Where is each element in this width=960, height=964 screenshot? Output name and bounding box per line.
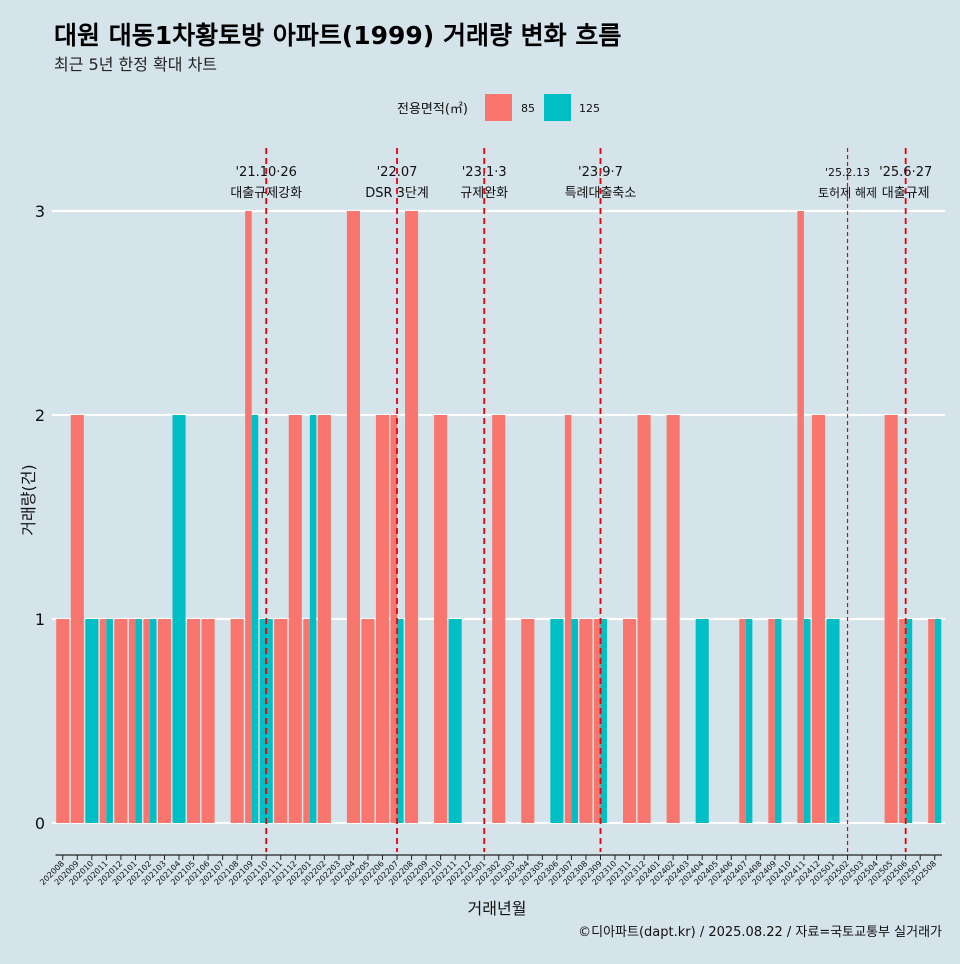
bar-125 (695, 619, 709, 823)
event-date: '22.07 (377, 165, 418, 180)
bar-85 (739, 619, 746, 823)
bar-85 (70, 415, 84, 823)
bar-85 (637, 415, 651, 823)
event-label: 규제완화 (460, 186, 508, 201)
bar-125 (550, 619, 564, 823)
event-label: 토허제 해제 (818, 186, 877, 200)
bar-85 (492, 415, 506, 823)
bar-85 (579, 619, 593, 823)
bar-85 (187, 619, 201, 823)
y-tick-label: 3 (35, 202, 45, 221)
y-tick-label: 2 (35, 406, 45, 425)
bar-85 (884, 415, 898, 823)
x-axis: 2020082020092020102020112020122021012021… (38, 854, 942, 887)
bar-85 (564, 415, 572, 823)
y-tick-label: 0 (35, 814, 45, 833)
bar-85 (99, 619, 107, 823)
bar-85 (666, 415, 680, 823)
bar-85 (288, 415, 302, 823)
bar-125 (172, 415, 186, 823)
bar-85 (361, 619, 375, 823)
legend-swatch-85 (485, 94, 512, 121)
bar-125 (397, 619, 404, 823)
bar-85 (157, 619, 172, 823)
bar-85 (230, 619, 244, 823)
bar-85 (521, 619, 535, 823)
event-date: '23.9·7 (578, 165, 623, 180)
event-label: 특례대출축소 (565, 186, 637, 201)
bar-85 (797, 211, 804, 823)
bar-85 (346, 211, 360, 823)
bar-125 (934, 619, 942, 823)
bar-85 (245, 211, 252, 823)
chart-title: 대원 대동1차황토방 아파트(1999) 거래량 변화 흐름 (54, 21, 621, 50)
legend: 전용면적(㎡) 85 125 (397, 94, 600, 121)
bar-125 (774, 619, 782, 823)
bar-85 (114, 619, 128, 823)
y-axis-title: 거래량(건) (19, 464, 38, 535)
legend-swatch-125 (544, 94, 571, 121)
bar-85 (811, 415, 826, 823)
bar-125 (106, 619, 113, 823)
y-tick-label: 1 (35, 610, 45, 629)
bars (56, 211, 942, 823)
bar-85 (928, 619, 935, 823)
bar-125 (745, 619, 753, 823)
legend-label-125: 125 (579, 102, 600, 115)
event-date: '23.1·3 (462, 165, 507, 180)
chart-subtitle: 최근 5년 한정 확대 차트 (54, 55, 217, 74)
bar-85 (434, 415, 448, 823)
bar-85 (405, 211, 419, 823)
event-date: '25.6·27 (879, 165, 932, 180)
bar-85 (593, 619, 601, 823)
bar-125 (251, 415, 259, 823)
bar-85 (143, 619, 150, 823)
event-label: 대출규제강화 (230, 186, 302, 201)
legend-label-85: 85 (521, 102, 535, 115)
bar-85 (768, 619, 775, 823)
bar-125 (803, 619, 811, 823)
bar-125 (826, 619, 840, 823)
bar-125 (600, 619, 608, 823)
bar-85 (303, 619, 310, 823)
bar-85 (375, 415, 390, 823)
legend-title: 전용면적(㎡) (397, 102, 468, 117)
bar-125 (135, 619, 142, 823)
bar-85 (390, 415, 398, 823)
caption: ©디아파트(dapt.kr) / 2025.08.22 / 자료=국토교통부 실… (578, 925, 942, 940)
y-axis: 0 1 2 3 (35, 202, 45, 833)
bar-85 (201, 619, 215, 823)
bar-85 (56, 619, 70, 823)
bar-85 (128, 619, 136, 823)
bar-85 (899, 619, 906, 823)
event-date: '25.2.13 (825, 166, 870, 179)
bar-125 (571, 619, 578, 823)
event-label: 대출규제 (882, 186, 930, 201)
bar-125 (905, 619, 913, 823)
event-label: DSR 3단계 (365, 186, 429, 201)
bar-85 (317, 415, 331, 823)
x-axis-title: 거래년월 (468, 899, 527, 918)
event-lines: '21.10·26 대출규제강화 '22.07 DSR 3단계 '23.1·3 규제완화 '… (230, 148, 932, 852)
bar-125 (149, 619, 157, 823)
bar-125 (309, 415, 317, 823)
bar-125 (85, 619, 99, 823)
bar-85 (623, 619, 637, 823)
bar-125 (448, 619, 462, 823)
bar-85 (274, 619, 288, 823)
event-date: '21.10·26 (235, 165, 296, 180)
